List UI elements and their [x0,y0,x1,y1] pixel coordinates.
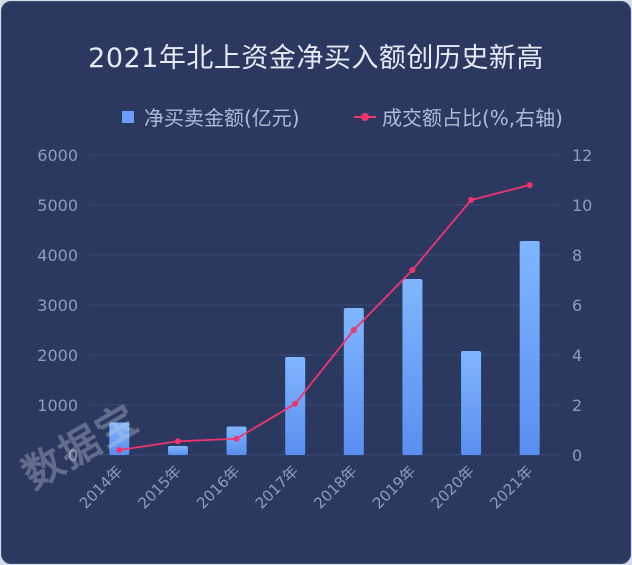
line-point [233,435,240,442]
y-right-tick-label: 2 [572,396,582,415]
x-tick-label: 2017年 [252,462,302,512]
line-point [526,182,533,188]
bar [343,308,364,455]
y-right-tick-label: 6 [572,296,582,315]
x-tick-label: 2019年 [369,462,419,512]
y-left-tick-label: 0 [68,446,78,465]
x-tick-label: 2021年 [486,462,536,512]
x-tick-label: 2016年 [193,462,243,512]
bar [402,279,423,455]
bar [461,351,482,455]
line-point [468,197,475,203]
y-left-tick-label: 2000 [37,346,78,365]
y-right-tick-label: 8 [572,246,582,265]
legend-bar-swatch [122,110,134,123]
line-point [292,400,299,407]
x-tick-label: 2015年 [134,462,184,512]
y-right-tick-label: 10 [572,196,592,215]
bar [519,241,540,455]
x-tick-label: 2018年 [310,462,360,512]
y-right-tick-label: 0 [572,446,582,465]
legend: 净买卖金额(亿元) 成交额占比(%,右轴) [2,102,630,130]
line-point [174,438,181,445]
y-right-tick-label: 12 [572,146,592,165]
y-left-tick-label: 5000 [37,196,78,215]
bar [167,446,188,455]
line-point [409,267,416,273]
y-left-tick-label: 4000 [37,246,78,265]
y-left-tick-label: 1000 [37,396,78,415]
y-right-tick-label: 4 [572,346,582,365]
line-point [350,327,357,333]
legend-item-bar: 净买卖金额(亿元) [122,102,300,131]
line-series [119,184,530,451]
bar [109,422,130,455]
y-left-tick-label: 6000 [37,146,78,165]
legend-item-line: 成交额占比(%,右轴) [354,102,563,131]
x-tick-label: 2020年 [428,462,478,512]
legend-label-line: 成交额占比(%,右轴) [382,106,563,130]
legend-label-bar: 净买卖金额(亿元) [144,106,300,130]
line-point [116,447,123,453]
chart-title: 2021年北上资金净买入额创历史新高 [88,43,544,74]
y-left-tick-label: 3000 [37,296,78,315]
legend-line-swatch [354,111,376,123]
